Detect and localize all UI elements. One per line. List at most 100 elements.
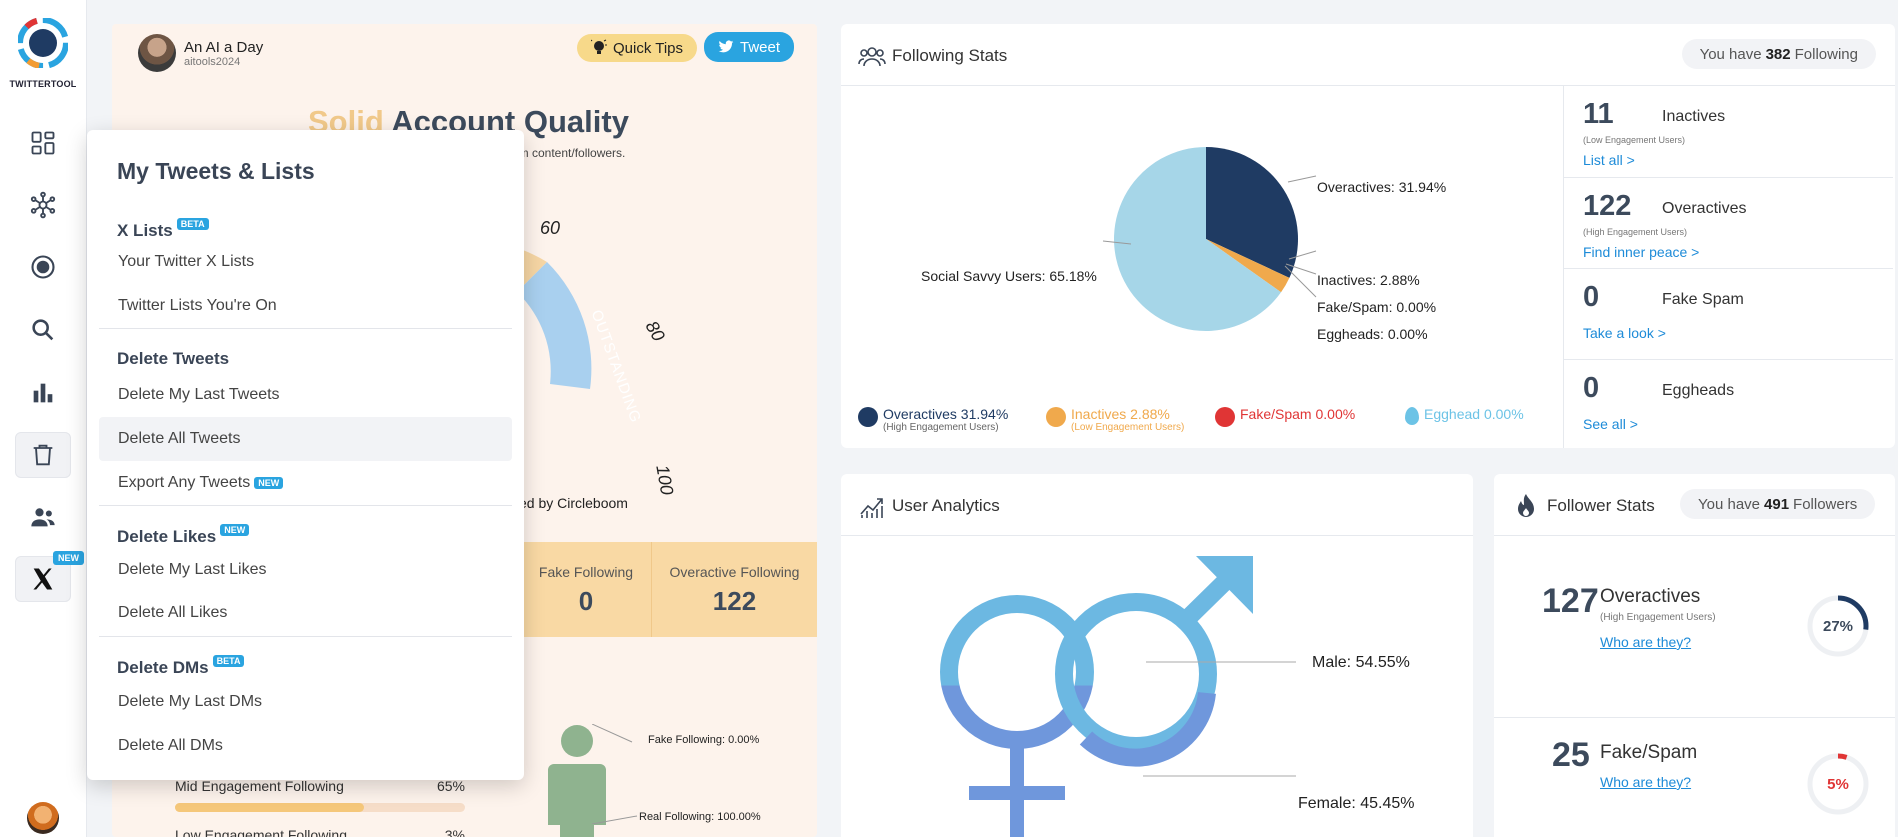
stat-inactives: 11 Inactives (Low Engagement Users) List… — [1563, 86, 1893, 177]
follower-stats-title: Follower Stats — [1547, 496, 1655, 515]
rail-x-button[interactable]: NEW — [15, 551, 84, 602]
tweet-label: Tweet — [740, 38, 781, 56]
take-a-look-link[interactable]: Take a look > — [1583, 325, 1666, 341]
mini-stat-fake-following: Fake Following 0 — [520, 542, 651, 637]
new-badge: NEW — [254, 477, 284, 489]
pie-label-inactives: Inactives: 2.88% — [1317, 272, 1420, 288]
target-icon — [31, 255, 55, 279]
fake-spam-percent: 5% — [1827, 776, 1849, 793]
rail-delete-button[interactable] — [15, 432, 71, 478]
tweet-button[interactable]: Tweet — [704, 32, 795, 62]
who-are-they-overactives-link[interactable]: Who are they? — [1600, 634, 1692, 650]
my-tweets-lists-menu: My Tweets & Lists X Lists BETA Your Twitt… — [87, 130, 524, 780]
brand-name: TWITTERTOOL — [9, 79, 77, 89]
network-icon — [30, 191, 56, 219]
rail-analytics-button[interactable] — [15, 370, 71, 416]
menu-item-delete-all-dms[interactable]: Delete All DMs — [118, 737, 223, 754]
pie-slice-overactives[interactable] — [1206, 147, 1298, 278]
brand-logo-icon — [17, 17, 69, 69]
engagement-row-low: Low Engagement Following 3% — [175, 827, 465, 837]
follower-stat-divider — [1494, 717, 1895, 718]
brand[interactable]: TWITTERTOOL — [8, 17, 78, 89]
left-rail: TWITTERTOOL NEW — [0, 0, 87, 837]
quick-tips-label: Quick Tips — [613, 39, 684, 57]
menu-item-delete-all-tweets[interactable]: Delete All Tweets — [99, 417, 512, 461]
users-group-icon — [858, 47, 886, 67]
bar-chart-icon — [33, 383, 53, 403]
legend-egghead: Egghead 0.00% — [1405, 406, 1524, 425]
see-all-link[interactable]: See all > — [1583, 416, 1638, 432]
menu-item-export-any-tweets[interactable]: Export Any Tweets NEW — [99, 461, 512, 505]
gauge-tick-100: 100 — [652, 463, 677, 496]
powered-by: ed by Circleboom — [519, 495, 628, 511]
following-count-pill: You have 382 Following — [1681, 39, 1876, 69]
menu-item-delete-last-likes[interactable]: Delete My Last Likes — [118, 561, 267, 578]
menu-item-delete-last-dms[interactable]: Delete My Last DMs — [118, 693, 263, 710]
user-avatar[interactable] — [27, 802, 59, 834]
fake-spam-percent-ring: 5% — [1807, 753, 1869, 815]
account-name: An AI a Day — [184, 38, 264, 56]
male-symbol-icon — [1055, 556, 1253, 767]
search-icon — [32, 319, 54, 341]
mini-stat-overactive-following: Overactive Following 122 — [651, 542, 817, 637]
gauge-tick-60: 60 — [540, 218, 560, 238]
rail-users-button[interactable] — [15, 494, 71, 540]
person-fake-label: Fake Following: 0.00% — [648, 734, 760, 746]
user-analytics-card: User Analytics Male: 54.55% Female: 45.4… — [841, 474, 1473, 837]
menu-item-your-x-lists[interactable]: Your Twitter X Lists — [118, 253, 255, 270]
menu-title: My Tweets & Lists — [117, 158, 315, 184]
stat-eggheads: 0 Eggheads See all > — [1563, 359, 1893, 448]
quality-gauge: 60 80 100 OUTSTANDING — [452, 218, 677, 496]
beta-badge: BETA — [212, 655, 245, 667]
dashboard-icon — [31, 131, 55, 155]
followers-count-pill: You have 491 Followers — [1680, 489, 1876, 519]
stat-fake-spam: 0 Fake Spam Take a look > — [1563, 268, 1893, 359]
find-inner-peace-link[interactable]: Find inner peace > — [1583, 244, 1700, 260]
menu-section-x-lists: X Lists BETA — [117, 218, 209, 241]
flame-icon — [1518, 494, 1534, 517]
person-real-label: Real Following: 100.00% — [639, 811, 761, 823]
egghead-icon — [1405, 407, 1419, 425]
female-label: Female: 45.45% — [1298, 795, 1415, 812]
rail-search-button[interactable] — [15, 307, 71, 353]
list-all-link[interactable]: List all > — [1583, 152, 1635, 168]
rail-dashboard-button[interactable] — [15, 120, 71, 166]
account-avatar[interactable] — [138, 34, 176, 72]
menu-item-delete-all-likes[interactable]: Delete All Likes — [118, 604, 228, 621]
legend-overactives: Overactives 31.94% (High Engagement Users… — [858, 406, 1008, 433]
gauge-band-label: OUTSTANDING — [588, 308, 645, 426]
user-analytics-header: User Analytics — [841, 474, 1473, 536]
users-icon — [31, 508, 55, 527]
follower-stats-card: Follower Stats You have 491 Followers 127 … — [1494, 474, 1895, 837]
follower-stats-header: Follower Stats You have 491 Followers — [1494, 474, 1895, 536]
who-are-they-fake-link[interactable]: Who are they? — [1600, 774, 1692, 790]
overactives-percent: 27% — [1823, 618, 1853, 635]
menu-item-delete-last-tweets[interactable]: Delete My Last Tweets — [118, 386, 280, 403]
menu-section-delete-tweets: Delete Tweets — [117, 349, 230, 368]
pie-label-overactives: Overactives: 31.94% — [1317, 179, 1447, 195]
pie-slice-social-savvy-users[interactable] — [1114, 147, 1282, 331]
new-badge: NEW — [53, 551, 84, 565]
new-badge: NEW — [220, 524, 250, 536]
inactive-icon — [1046, 407, 1066, 427]
x-logo-icon — [33, 568, 53, 590]
twitter-bird-icon — [718, 40, 734, 53]
engagement-row-mid: Mid Engagement Following 65% — [175, 778, 465, 794]
quick-tips-button[interactable]: Quick Tips — [577, 34, 698, 62]
stat-overactives: 122 Overactives (High Engagement Users) … — [1563, 177, 1893, 268]
menu-divider — [99, 328, 512, 329]
pie-label-social: Social Savvy Users: 65.18% — [921, 268, 1097, 284]
rail-target-button[interactable] — [15, 244, 71, 290]
menu-divider — [99, 505, 512, 506]
quality-subtitle: am content/followers. — [512, 146, 626, 160]
menu-item-lists-youre-on[interactable]: Twitter Lists You're On — [118, 297, 277, 314]
user-analytics-title: User Analytics — [892, 496, 1000, 515]
gauge-tick-80: 80 — [642, 317, 669, 344]
pie-leader-lines — [1102, 175, 1317, 298]
line-chart-icon — [860, 498, 883, 518]
pie-slice-inactives[interactable] — [1206, 239, 1290, 293]
rail-network-button[interactable] — [15, 182, 71, 228]
beta-badge: BETA — [176, 218, 209, 230]
trash-icon — [33, 444, 53, 466]
overactives-percent-ring: 27% — [1807, 595, 1869, 657]
